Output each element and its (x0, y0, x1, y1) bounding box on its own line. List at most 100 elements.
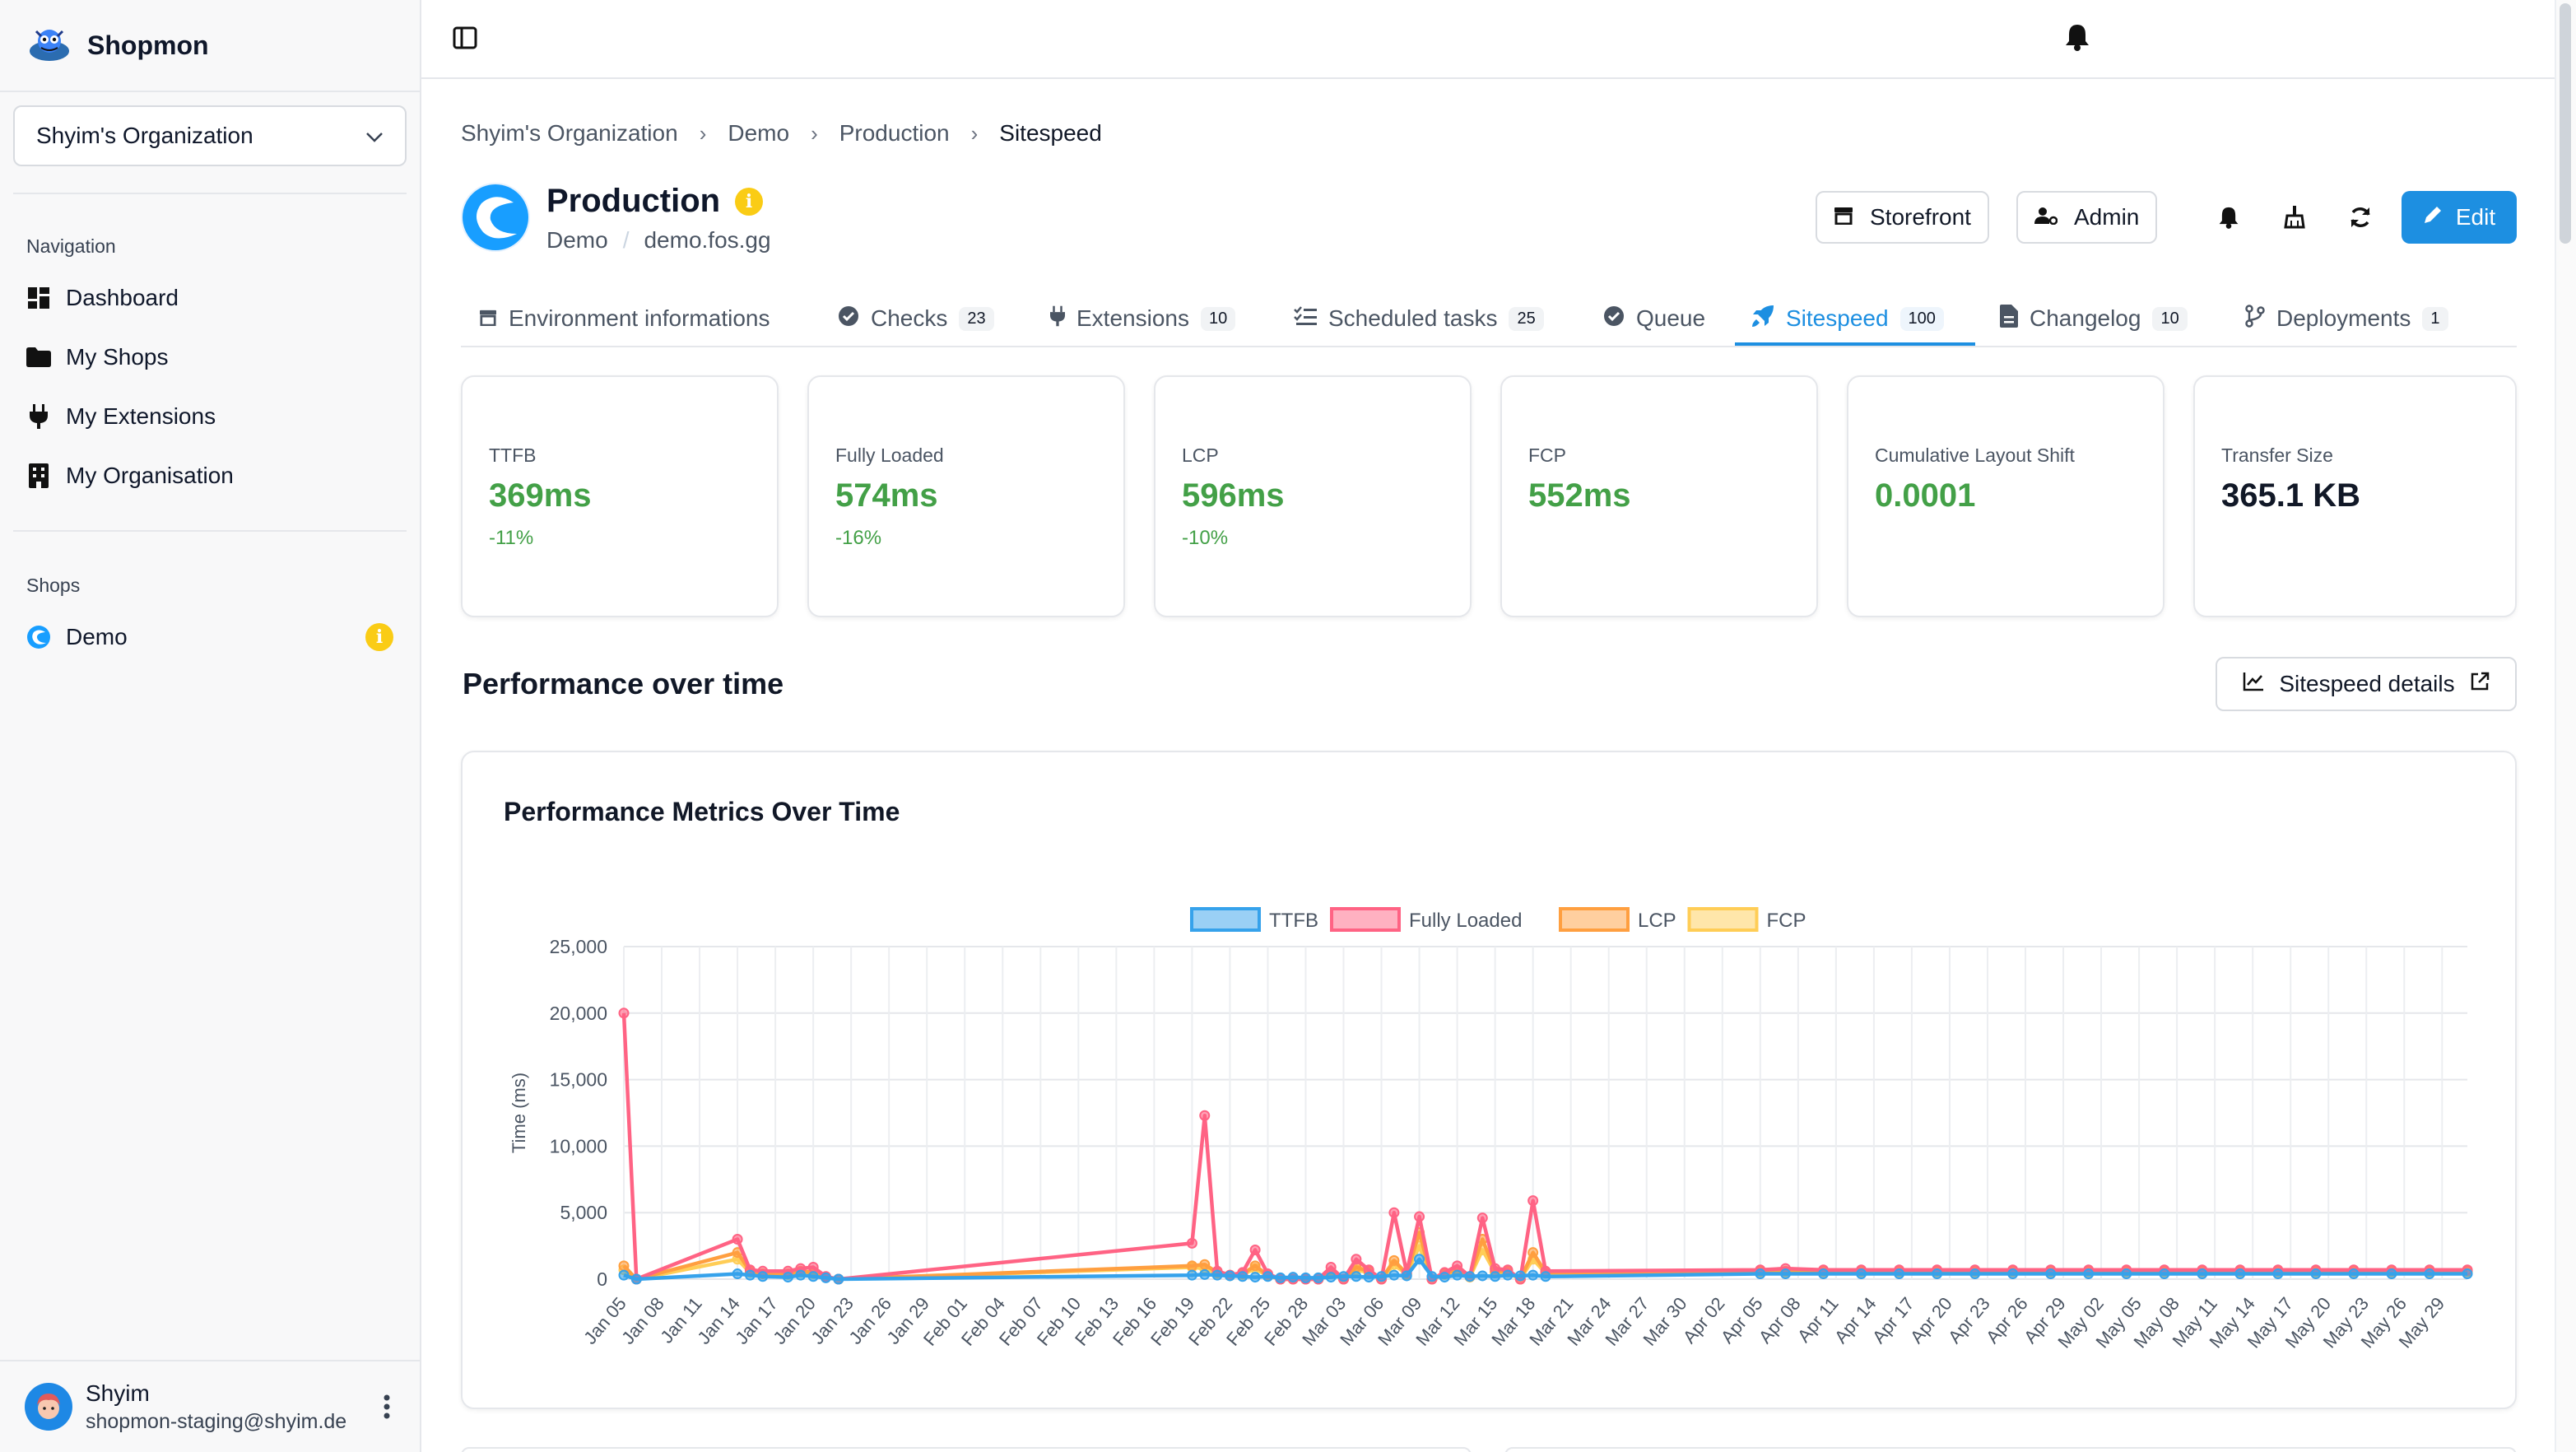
data-point (1351, 1254, 1362, 1265)
x-tick-label: Apr 20 (1906, 1293, 1956, 1347)
tab-count-badge: 10 (1200, 306, 1236, 331)
metric-card-lcp: LCP 596ms -10% (1154, 375, 1472, 617)
bell-icon[interactable] (2064, 23, 2090, 55)
page-title: Production i (546, 183, 764, 220)
file-text-icon (2000, 304, 2018, 333)
tab-environment-informations[interactable]: Environment informations (479, 290, 770, 347)
kebab-menu-icon[interactable] (384, 1394, 390, 1419)
tab-queue[interactable]: Queue (1603, 290, 1705, 347)
broom-icon[interactable] (2275, 198, 2314, 237)
metric-label: Transfer Size (2221, 444, 2333, 466)
data-point (1199, 1110, 1211, 1121)
metric-label: Cumulative Layout Shift (1875, 444, 2075, 466)
organization-selector[interactable]: Shyim's Organization (13, 105, 407, 166)
data-point (1894, 1268, 1905, 1280)
chevron-down-icon (365, 123, 384, 149)
y-tick-label: 15,000 (550, 1069, 607, 1091)
tab-scheduled-tasks[interactable]: Scheduled tasks 25 (1294, 290, 1544, 347)
breadcrumb-org[interactable]: Shyim's Organization (461, 120, 678, 146)
shopware-logo-icon (26, 625, 51, 649)
user-menu[interactable]: Shyim shopmon-staging@shyim.de (0, 1360, 420, 1452)
tab-count-badge: 10 (2152, 306, 2188, 331)
sidebar-toggle-icon[interactable] (453, 26, 477, 54)
data-point (782, 1272, 793, 1283)
next-card (461, 1447, 1472, 1452)
brand[interactable]: Shopmon (0, 0, 420, 92)
x-tick-label: Apr 17 (1868, 1293, 1918, 1347)
tab-label: Environment informations (509, 305, 770, 331)
sidebar-item-shop-demo[interactable]: Demo i (26, 623, 395, 651)
sitespeed-details-button[interactable]: Sitespeed details (2216, 657, 2517, 711)
metric-value: 596ms (1182, 477, 1285, 514)
dashboard-icon (26, 286, 51, 310)
data-point (1376, 1271, 1388, 1282)
storefront-label: Storefront (1870, 204, 1971, 230)
x-tick-label: Apr 02 (1679, 1293, 1729, 1347)
data-point (1338, 1271, 1350, 1282)
tab-sitespeed[interactable]: Sitespeed 100 (1751, 290, 1944, 347)
data-point (1249, 1244, 1261, 1255)
tab-deployments[interactable]: Deployments 1 (2245, 290, 2448, 347)
tab-count-badge: 23 (959, 306, 994, 331)
data-point (1325, 1261, 1337, 1273)
sidebar-item-dashboard[interactable]: Dashboard (26, 285, 179, 311)
data-point (1275, 1272, 1286, 1283)
separator: / (622, 227, 630, 253)
x-tick-label: Apr 23 (1944, 1293, 1994, 1347)
performance-chart-card: Performance Metrics Over Time 0 5,000 10,0… (461, 751, 2517, 1409)
tab-extensions[interactable]: Extensions 10 (1050, 290, 1236, 347)
breadcrumb-shop[interactable]: Demo (728, 120, 790, 146)
data-point (807, 1271, 819, 1282)
breadcrumb: Shyim's Organization › Demo › Production… (461, 120, 1102, 147)
environment-title: Production (546, 183, 721, 219)
environment-domain[interactable]: demo.fos.gg (644, 227, 771, 253)
data-point (1199, 1259, 1211, 1270)
metric-label: LCP (1182, 444, 1219, 466)
scrollbar-thumb[interactable] (2560, 3, 2571, 244)
sidebar-item-my-shops[interactable]: My Shops (26, 344, 169, 370)
edit-button[interactable]: Edit (2402, 191, 2517, 244)
y-tick-label: 5,000 (560, 1202, 607, 1223)
sidebar-item-my-extensions[interactable]: My Extensions (26, 403, 216, 430)
data-point (1490, 1271, 1501, 1282)
legend-swatch (1330, 907, 1401, 932)
notification-bell-icon[interactable] (2209, 198, 2248, 237)
data-point (1249, 1260, 1261, 1272)
environment-subtitle: Demo / demo.fos.gg (546, 227, 771, 254)
data-point (795, 1269, 807, 1281)
user-email: shopmon-staging@shyim.de (86, 1409, 347, 1433)
data-point (2159, 1268, 2170, 1280)
tab-label: Sitespeed (1786, 305, 1889, 331)
info-badge-icon: i (735, 187, 764, 216)
tab-changelog[interactable]: Changelog 10 (2000, 290, 2188, 347)
metric-card-ttfb: TTFB 369ms -11% (461, 375, 779, 617)
data-point (732, 1234, 743, 1245)
git-branch-icon (2245, 304, 2265, 333)
x-tick-label: Apr 26 (1982, 1293, 2032, 1347)
avatar (25, 1383, 72, 1431)
data-point (618, 1269, 630, 1281)
plug-icon (26, 404, 51, 429)
chart-line-icon (2243, 671, 2264, 697)
pencil-icon (2423, 204, 2443, 230)
y-axis-label: Time (ms) (509, 1073, 529, 1153)
sidebar-item-my-organisation[interactable]: My Organisation (26, 463, 234, 489)
storefront-button[interactable]: Storefront (1816, 191, 1989, 244)
admin-button[interactable]: Admin (2016, 191, 2158, 244)
legend-label: LCP (1638, 910, 1676, 932)
y-tick-label: 10,000 (550, 1135, 607, 1156)
environment-shop[interactable]: Demo (546, 227, 608, 253)
tab-label: Extensions (1076, 305, 1189, 331)
metric-value: 365.1 KB (2221, 477, 2360, 514)
data-point (1186, 1269, 1197, 1281)
metric-change: -11% (489, 527, 534, 549)
tab-count-badge: 100 (1899, 306, 1944, 331)
data-point (1363, 1272, 1374, 1283)
tab-checks[interactable]: Checks 23 (838, 290, 994, 347)
tab-count-badge: 25 (1509, 306, 1544, 331)
breadcrumb-environment[interactable]: Production (839, 120, 950, 146)
shops-heading: Shops (26, 575, 81, 596)
refresh-icon[interactable] (2341, 198, 2380, 237)
